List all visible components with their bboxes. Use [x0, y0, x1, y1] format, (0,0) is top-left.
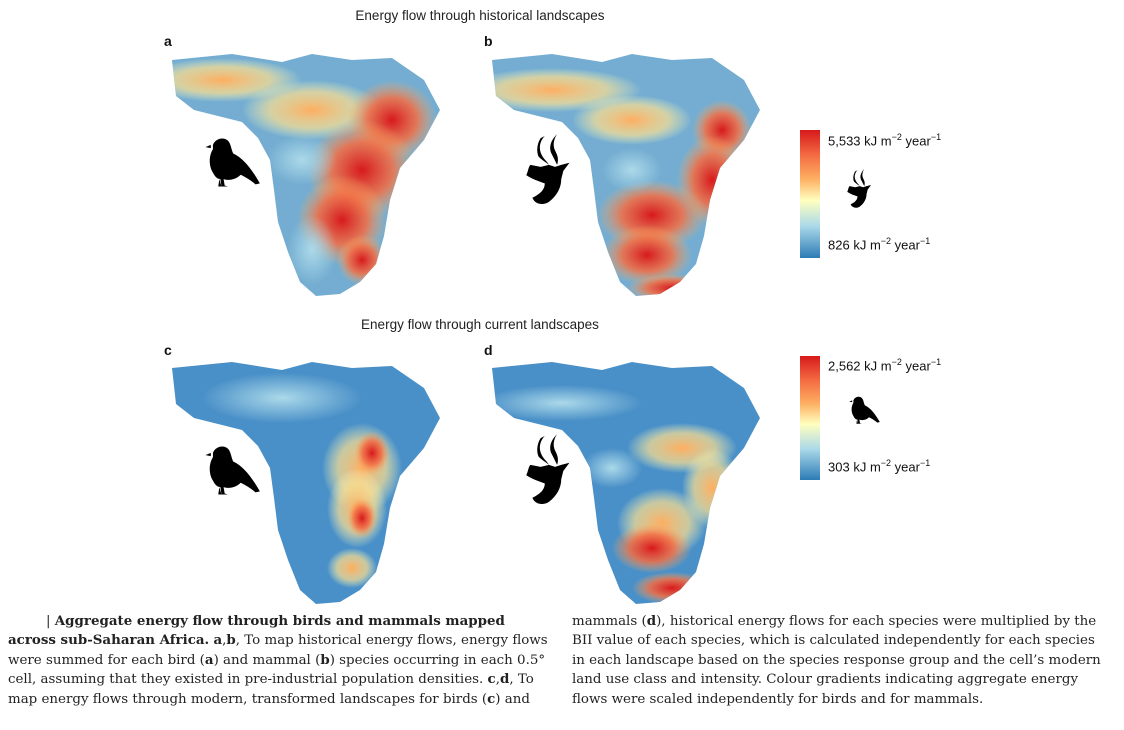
- map-current-birds: [162, 358, 452, 610]
- antelope-icon: [526, 434, 570, 505]
- bird-icon: [849, 396, 880, 424]
- panel-letter-b: b: [484, 33, 493, 49]
- current-max-label: 2,562 kJ m−2 year−1: [828, 357, 942, 374]
- bird-icon: [205, 138, 260, 187]
- panel-letter-d: d: [484, 342, 493, 358]
- map-historical-mammals: [482, 50, 772, 302]
- historical-min-label: 826 kJ m−2 year−1: [828, 236, 931, 253]
- current-title: Energy flow through current landscapes: [361, 317, 599, 332]
- map-historical-birds: [162, 50, 452, 302]
- panel-letter-a: a: [164, 33, 172, 49]
- bird-icon: [205, 446, 260, 495]
- panel-letter-c: c: [164, 342, 172, 358]
- historical-max-label: 5,533 kJ m−2 year−1: [828, 132, 942, 149]
- caption-right: mammals (d), historical energy flows for…: [572, 613, 1101, 707]
- antelope-icon: [847, 169, 872, 208]
- antelope-icon: [526, 134, 570, 205]
- current-color-scale: [800, 356, 820, 480]
- historical-title: Energy flow through historical landscape…: [355, 8, 605, 23]
- historical-color-scale: [800, 130, 820, 258]
- caption-left: | Aggregate energy flow through birds an…: [8, 613, 548, 707]
- map-current-mammals: [482, 358, 772, 610]
- current-min-label: 303 kJ m−2 year−1: [828, 458, 931, 475]
